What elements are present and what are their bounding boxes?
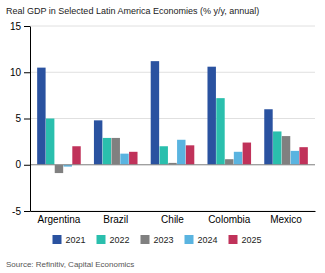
x-axis-line <box>31 211 316 212</box>
bar <box>37 68 45 165</box>
bar <box>112 138 120 165</box>
x-tick-label: Chile <box>161 214 184 225</box>
grid <box>30 26 315 211</box>
y-tick-mark <box>24 211 30 212</box>
bar <box>264 109 272 165</box>
x-tick-label: Brazil <box>103 214 128 225</box>
y-tick-mark <box>24 165 30 166</box>
y-tick-label: 10 <box>10 67 22 78</box>
legend-label: 2022 <box>110 235 130 245</box>
y-axis: -5 0 5 10 15 <box>10 21 31 217</box>
legend-item: 2023 <box>141 235 174 245</box>
x-tick-label: Argentina <box>38 214 81 225</box>
grid-line <box>30 211 315 212</box>
bar <box>291 151 299 165</box>
legend-item: 2024 <box>185 235 218 245</box>
legend-swatch <box>229 235 238 244</box>
legend-label: 2024 <box>198 235 218 245</box>
x-tick-label: Mexico <box>270 214 302 225</box>
bar <box>159 146 167 165</box>
legend-item: 2022 <box>97 235 130 245</box>
chart-svg: Real GDP in Selected Latin America Econo… <box>0 0 325 273</box>
bar <box>234 152 242 165</box>
x-tick-label: Colombia <box>208 214 251 225</box>
x-tick: Brazil <box>103 214 128 225</box>
legend-swatch <box>141 235 150 244</box>
bar-series <box>37 61 273 165</box>
bar <box>151 61 159 165</box>
bars <box>37 61 308 173</box>
y-tick-mark <box>24 26 30 27</box>
bar <box>299 147 307 165</box>
bar <box>216 98 224 165</box>
bar <box>129 152 137 165</box>
bar-series <box>64 140 300 167</box>
legend-item: 2025 <box>229 235 262 245</box>
legend-label: 2023 <box>154 235 174 245</box>
bar <box>94 120 102 164</box>
y-tick-label: 15 <box>10 21 22 32</box>
bar <box>282 136 290 165</box>
y-tick-mark <box>24 72 30 73</box>
y-tick: 0 <box>15 159 30 170</box>
grid-line <box>30 164 315 165</box>
y-axis-line <box>30 27 31 212</box>
grid-line <box>30 26 315 27</box>
bar <box>243 143 251 165</box>
legend-swatch <box>185 235 194 244</box>
bar <box>186 145 194 164</box>
chart-title: Real GDP in Selected Latin America Econo… <box>6 6 259 16</box>
bar <box>177 140 185 165</box>
bar <box>72 146 80 165</box>
bar-series <box>46 98 282 165</box>
legend-label: 2021 <box>66 235 86 245</box>
y-tick: 10 <box>10 67 30 78</box>
legend: 2021 2022 2023 2024 2025 <box>53 235 262 245</box>
y-tick: 5 <box>15 113 30 124</box>
legend-label: 2025 <box>242 235 262 245</box>
plot-area: -5 0 5 10 15 Argentina Brazil Chile Colombia Mexi… <box>10 21 316 225</box>
x-tick: Mexico <box>270 214 302 225</box>
legend-swatch <box>97 235 106 244</box>
bar <box>55 165 63 173</box>
y-tick-label: 0 <box>15 159 21 170</box>
y-tick-label: 5 <box>15 113 21 124</box>
y-tick-mark <box>24 119 30 120</box>
chart-container: Real GDP in Selected Latin America Econo… <box>0 0 325 273</box>
bar <box>46 119 54 165</box>
bar <box>273 131 281 164</box>
legend-item: 2021 <box>53 235 86 245</box>
legend-swatch <box>53 235 62 244</box>
x-tick: Colombia <box>208 214 251 225</box>
bar <box>120 154 128 165</box>
y-tick: -5 <box>12 206 30 217</box>
bar <box>225 159 233 165</box>
y-tick-label: -5 <box>12 206 21 217</box>
bar <box>207 67 215 165</box>
grid-line <box>30 72 315 73</box>
bar <box>103 138 111 165</box>
x-axis: Argentina Brazil Chile Colombia Mexico <box>31 212 316 226</box>
x-tick: Chile <box>161 214 184 225</box>
x-tick: Argentina <box>38 214 81 225</box>
source-note: Source: Refinitiv, Capital Economics <box>6 260 134 269</box>
bar-series <box>55 136 291 173</box>
y-tick: 15 <box>10 21 30 32</box>
bar-series <box>72 143 308 165</box>
zero-line <box>30 164 315 165</box>
